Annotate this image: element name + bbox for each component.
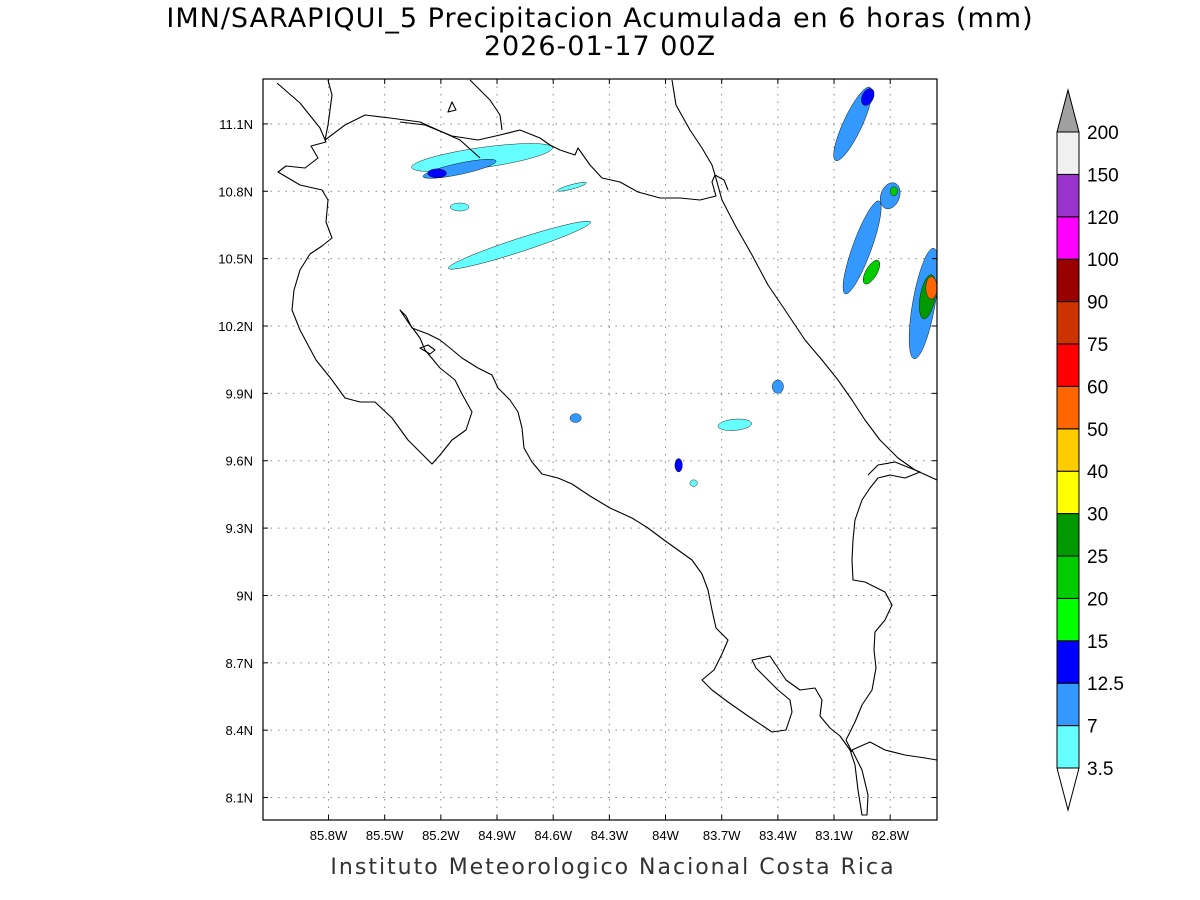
lat-tick-label: 10.2N — [218, 319, 253, 334]
precip-cell — [450, 202, 470, 212]
colorbar-swatch — [1056, 640, 1080, 684]
colorbar-label: 200 — [1087, 123, 1119, 144]
precip-cell — [674, 458, 683, 473]
colorbar-label: 50 — [1087, 420, 1108, 441]
colorbar-swatch — [1056, 555, 1080, 599]
lon-tick-label: 82.8W — [871, 828, 909, 843]
map-axes: 85.8W 85.5W 85.2W 84.9W 84.6W 84.3W 84W 83.7W 83… — [218, 79, 937, 843]
lon-tick-label: 83.1W — [815, 828, 853, 843]
lat-tick-label: 11.1N — [219, 117, 253, 132]
map-frame — [262, 78, 938, 821]
colorbar-swatch — [1056, 258, 1080, 303]
nicaragua-coast-north — [469, 79, 503, 131]
lon-tick-label: 83.4W — [759, 828, 797, 843]
lon-tick-label: 84W — [652, 828, 679, 843]
precip-cell — [717, 418, 752, 431]
precip-cell — [861, 88, 875, 106]
colorbar-label: 75 — [1087, 335, 1108, 356]
precip-cell — [889, 186, 898, 196]
colorbar-swatch — [1056, 216, 1080, 260]
lon-tick-label: 85.2W — [422, 828, 460, 843]
colorbar-label: 60 — [1087, 377, 1108, 398]
colorbar-label: 40 — [1087, 462, 1108, 483]
colorbar-label: 25 — [1087, 547, 1108, 568]
colorbar-label: 15 — [1087, 632, 1108, 653]
san-juan-river — [671, 79, 729, 191]
precip-cell — [689, 479, 698, 487]
colorbar-label: 20 — [1087, 589, 1108, 610]
credit-footer: Instituto Meteorologico Nacional Costa R… — [330, 855, 896, 880]
precip-cell — [833, 86, 873, 161]
colorbar-swatch — [1056, 470, 1080, 515]
gulf-island — [419, 344, 436, 355]
lat-tick-label: 9.3N — [226, 521, 253, 536]
colorbar-swatch — [1056, 343, 1080, 387]
lon-tick-label: 85.5W — [366, 828, 404, 843]
lat-tick-label: 10.8N — [218, 184, 253, 199]
lat-tick-label: 8.1N — [226, 791, 253, 806]
colorbar-swatch — [1056, 725, 1080, 769]
map-title: IMN/SARAPIQUI_5 Precipitacion Acumulada … — [166, 3, 1034, 34]
lon-tick-label: 84.6W — [534, 828, 572, 843]
precip-cell — [569, 413, 582, 423]
colorbar-swatch — [1056, 682, 1080, 727]
lon-tick-label: 85.8W — [310, 828, 348, 843]
lake-island — [447, 101, 457, 113]
lon-tick-label: 84.9W — [478, 828, 516, 843]
colorbar-label: 150 — [1087, 165, 1119, 186]
colorbar-label: 12.5 — [1087, 674, 1124, 695]
precip-cell — [842, 200, 882, 295]
colorbar-min-arrow — [1056, 767, 1080, 812]
lat-tick-label: 10.5N — [218, 252, 253, 267]
lat-tick-label: 8.7N — [226, 656, 253, 671]
nicaragua-lake-shore — [324, 79, 481, 159]
lon-tick-label: 83.7W — [703, 828, 741, 843]
caribbean-coast — [714, 174, 937, 481]
colorbar-label: 100 — [1087, 250, 1119, 271]
precip-cell — [557, 182, 587, 192]
lat-tick-label: 9N — [236, 588, 253, 603]
colorbar-label: 7 — [1087, 717, 1098, 738]
lat-tick-label: 9.6N — [226, 454, 253, 469]
colorbar-swatch — [1056, 131, 1080, 175]
colorbar-swatch — [1056, 173, 1080, 218]
colorbar-swatch — [1056, 428, 1080, 472]
coastline-borders — [276, 79, 937, 816]
precip-cell — [772, 379, 784, 394]
graticule-grid — [263, 79, 937, 820]
colorbar-label: 3.5 — [1087, 759, 1113, 780]
precip-cell — [862, 259, 880, 285]
precip-cell — [448, 220, 591, 270]
lat-tick-label: 8.4N — [226, 723, 253, 738]
colorbar-label: 120 — [1087, 208, 1119, 229]
precipitation-field — [411, 86, 937, 487]
colorbar-max-arrow — [1056, 88, 1080, 133]
precip-cell — [427, 168, 447, 179]
nicaragua-border — [399, 121, 717, 201]
colorbar-swatch — [1056, 385, 1080, 430]
lat-tick-label: 9.9N — [226, 386, 253, 401]
colorbar-legend: 3.5 7 12.5 15 20 25 30 40 50 60 75 90 100 120 150 200 — [1056, 88, 1124, 812]
colorbar-swatch — [1056, 513, 1080, 557]
colorbar-swatch — [1056, 597, 1080, 642]
costa-rica-pacific-coast — [276, 82, 937, 816]
colorbar-swatch — [1056, 301, 1080, 345]
colorbar-label: 90 — [1087, 293, 1108, 314]
map-subtitle-date: 2026-01-17 00Z — [483, 31, 717, 62]
precip-cell — [925, 276, 937, 300]
lon-tick-label: 84.3W — [591, 828, 629, 843]
panama-border — [845, 461, 921, 753]
colorbar-label: 30 — [1087, 505, 1108, 526]
